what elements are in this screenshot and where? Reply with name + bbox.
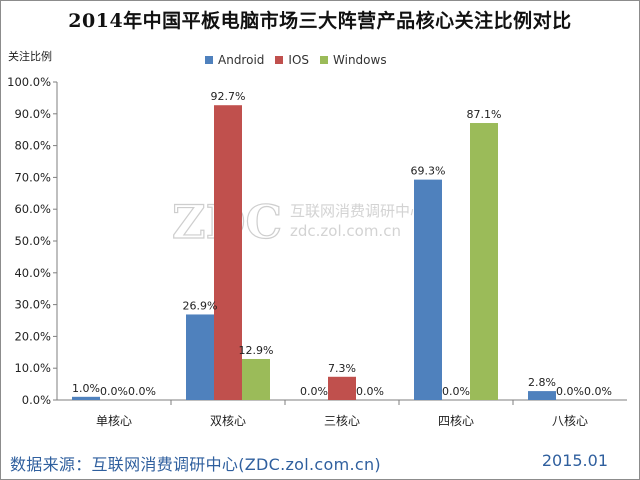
- bar-ios: [214, 105, 242, 401]
- watermark-line2: zdc.zol.com.cn: [290, 222, 401, 240]
- y-tick-label: 70.0%: [14, 170, 51, 184]
- data-label-windows: 0.0%: [356, 385, 384, 398]
- x-tick-label: 四核心: [438, 414, 474, 428]
- y-tick-label: 40.0%: [14, 266, 51, 280]
- bar-windows: [470, 123, 498, 400]
- legend-label-windows: Windows: [333, 53, 387, 67]
- bar-android: [72, 396, 100, 400]
- legend-label-android: Android: [218, 53, 265, 67]
- bar-windows: [242, 358, 270, 400]
- legend-swatch-android: [205, 56, 213, 64]
- bar-android: [186, 314, 214, 400]
- x-tick-label: 三核心: [324, 414, 360, 428]
- legend-item-ios: IOS: [275, 53, 309, 67]
- chart-title: 2014年中国平板电脑市场三大阵营产品核心关注比例对比: [68, 10, 572, 32]
- data-label-ios: 0.0%: [556, 385, 584, 398]
- data-label-ios: 0.0%: [100, 385, 128, 398]
- legend-swatch-ios: [275, 56, 284, 64]
- source-note: 数据来源：互联网消费调研中心(ZDC.zol.com.cn): [10, 455, 381, 474]
- y-tick-label: 50.0%: [14, 234, 51, 248]
- data-label-windows: 0.0%: [128, 385, 156, 398]
- watermark-line1: 互联网消费调研中心: [290, 202, 425, 220]
- data-label-android: 0.0%: [300, 385, 328, 398]
- x-tick-label: 单核心: [96, 414, 132, 428]
- y-tick-label: 90.0%: [14, 107, 51, 121]
- data-label-android: 26.9%: [183, 299, 218, 312]
- data-label-windows: 87.1%: [467, 108, 502, 121]
- axes: 0.0% 10.0% 20.0% 30.0% 40.0% 50.0% 60.0% 70.0% 8…: [7, 75, 627, 428]
- x-tick-label: 八核心: [552, 414, 588, 428]
- data-label-ios: 7.3%: [328, 362, 356, 375]
- data-label-android: 2.8%: [528, 376, 556, 389]
- data-label-android: 69.3%: [411, 165, 446, 178]
- bar-android: [414, 179, 442, 400]
- watermark: ZDC 互联网消费调研中心 zdc.zol.com.cn: [171, 194, 425, 249]
- y-tick-label: 100.0%: [7, 75, 51, 89]
- legend-item-android: Android: [205, 53, 264, 67]
- y-tick-label: 10.0%: [14, 361, 51, 375]
- data-labels: 1.0% 0.0% 0.0%26.9%92.7%12.9%0.0%7.3%0.0%6…: [72, 90, 612, 398]
- data-label-ios: 92.7%: [211, 90, 246, 103]
- legend: Android IOS Windows: [205, 53, 398, 67]
- data-label-android: 1.0%: [72, 382, 100, 395]
- bar-ios: [328, 376, 356, 400]
- y-tick-label: 0.0%: [22, 393, 51, 407]
- x-tick-label: 双核心: [210, 414, 246, 428]
- data-label-windows: 12.9%: [239, 344, 274, 357]
- y-tick-label: 30.0%: [14, 298, 51, 312]
- y-axis-label: 关注比例: [8, 50, 52, 63]
- legend-item-windows: Windows: [320, 53, 387, 67]
- y-tick-label: 60.0%: [14, 202, 51, 216]
- legend-swatch-windows: [320, 56, 329, 64]
- data-label-ios: 0.0%: [442, 385, 470, 398]
- date-note: 2015.01: [541, 451, 608, 470]
- data-label-windows: 0.0%: [584, 385, 612, 398]
- y-tick-label: 80.0%: [14, 139, 51, 153]
- y-tick-label: 20.0%: [14, 329, 51, 343]
- legend-label-ios: IOS: [288, 53, 310, 67]
- bars: [72, 105, 556, 401]
- bar-android: [528, 391, 556, 400]
